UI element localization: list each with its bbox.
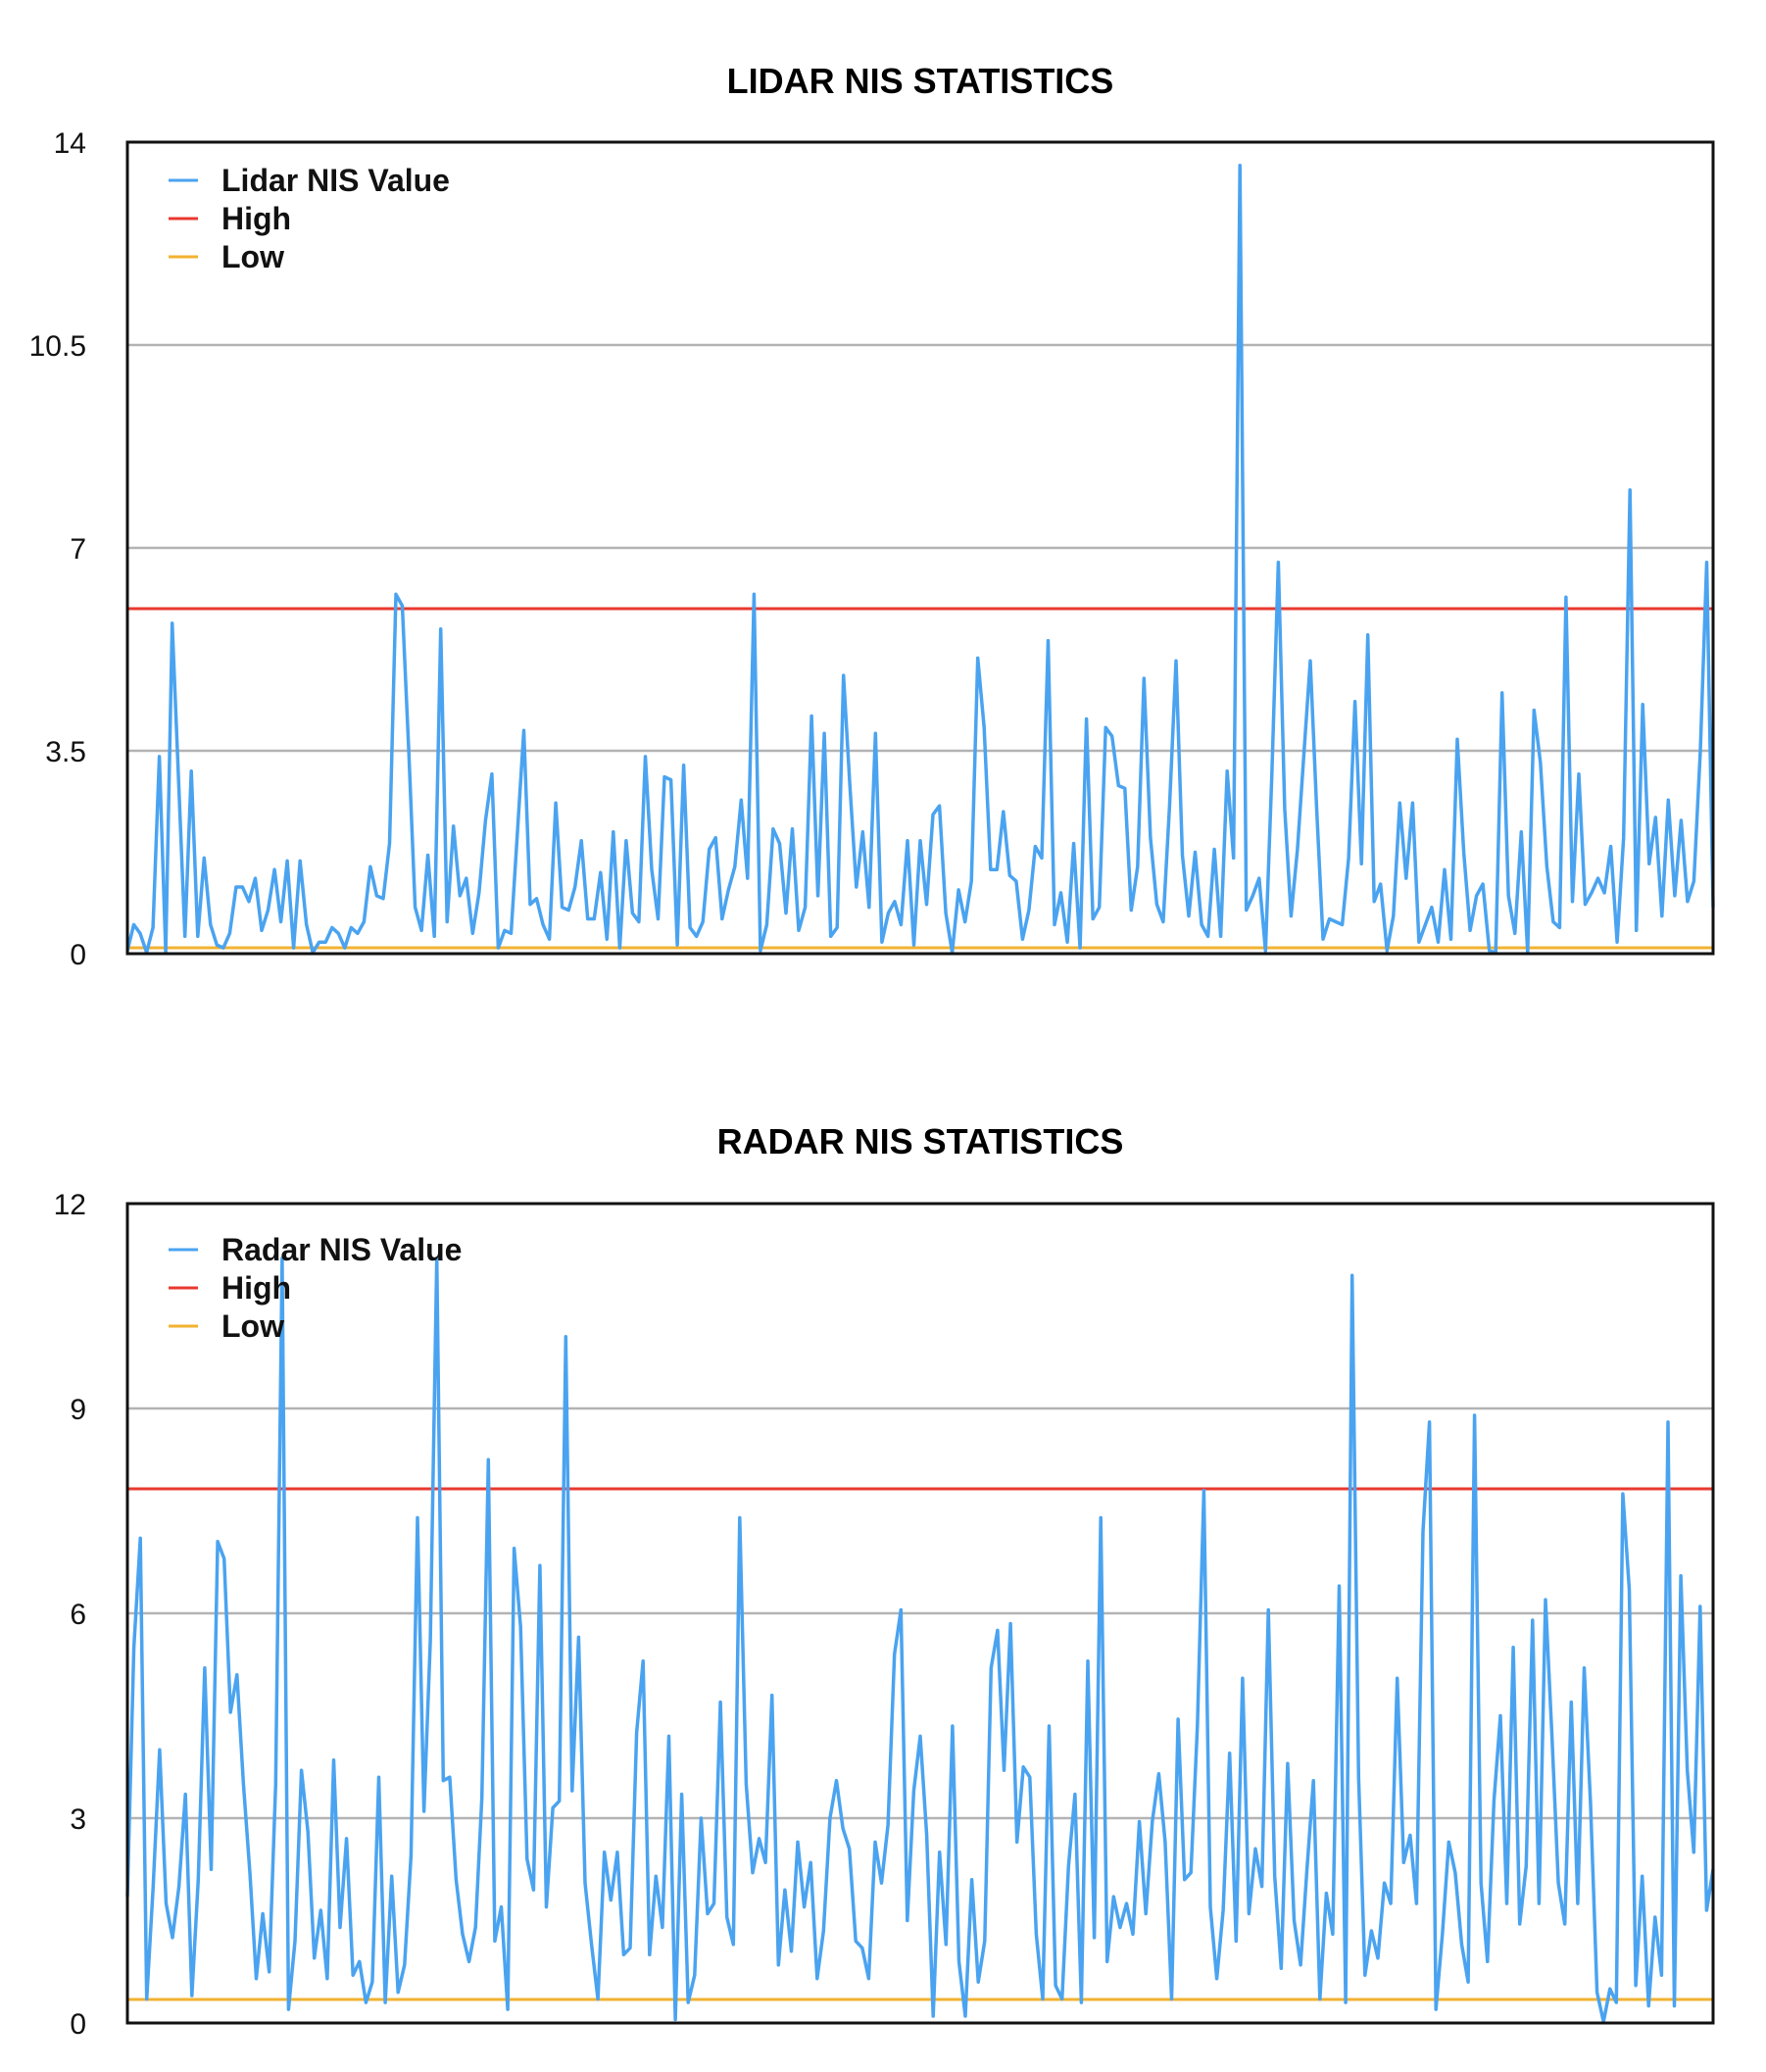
radar-y-tick-label: 6 (70, 1599, 86, 1631)
lidar-y-tick-label: 10.5 (29, 330, 86, 363)
radar-chart-title: RADAR NIS STATISTICS (717, 1121, 1124, 1161)
radar-legend-label-high: High (221, 1270, 291, 1306)
lidar-nis-value-line (125, 163, 1715, 955)
lidar-y-tick-label: 14 (54, 127, 86, 160)
radar-plot-frame (125, 1202, 1715, 2025)
radar-y-tick-labels: 0 3 6 9 12 (54, 1189, 86, 2041)
radar-y-tick-label: 3 (70, 1803, 86, 1836)
radar-y-tick-label: 9 (70, 1394, 86, 1426)
lidar-legend: Lidar NIS Value High Low (169, 163, 450, 274)
radar-legend-label-value: Radar NIS Value (221, 1232, 462, 1267)
lidar-chart-title: LIDAR NIS STATISTICS (727, 61, 1114, 101)
lidar-y-tick-label: 3.5 (45, 736, 86, 768)
radar-nis-value-line (125, 1256, 1715, 2024)
lidar-chart: LIDAR NIS STATISTICS 0 3.5 7 10.5 14 Lid… (29, 61, 1715, 971)
lidar-y-tick-labels: 0 3.5 7 10.5 14 (29, 127, 86, 971)
lidar-gridlines (127, 343, 1713, 753)
radar-gridlines (127, 1406, 1713, 1820)
lidar-y-tick-label: 0 (70, 939, 86, 971)
lidar-plot-frame (125, 140, 1715, 956)
radar-y-tick-label: 0 (70, 2008, 86, 2041)
lidar-y-tick-label: 7 (70, 533, 86, 566)
radar-chart: RADAR NIS STATISTICS 0 3 6 9 12 Radar NI… (54, 1121, 1715, 2041)
lidar-legend-label-value: Lidar NIS Value (221, 163, 450, 198)
radar-y-tick-label: 12 (54, 1189, 86, 1221)
radar-legend-label-low: Low (221, 1308, 284, 1344)
lidar-legend-label-high: High (221, 201, 291, 236)
radar-legend: Radar NIS Value High Low (169, 1232, 462, 1344)
lidar-legend-label-low: Low (221, 239, 284, 274)
